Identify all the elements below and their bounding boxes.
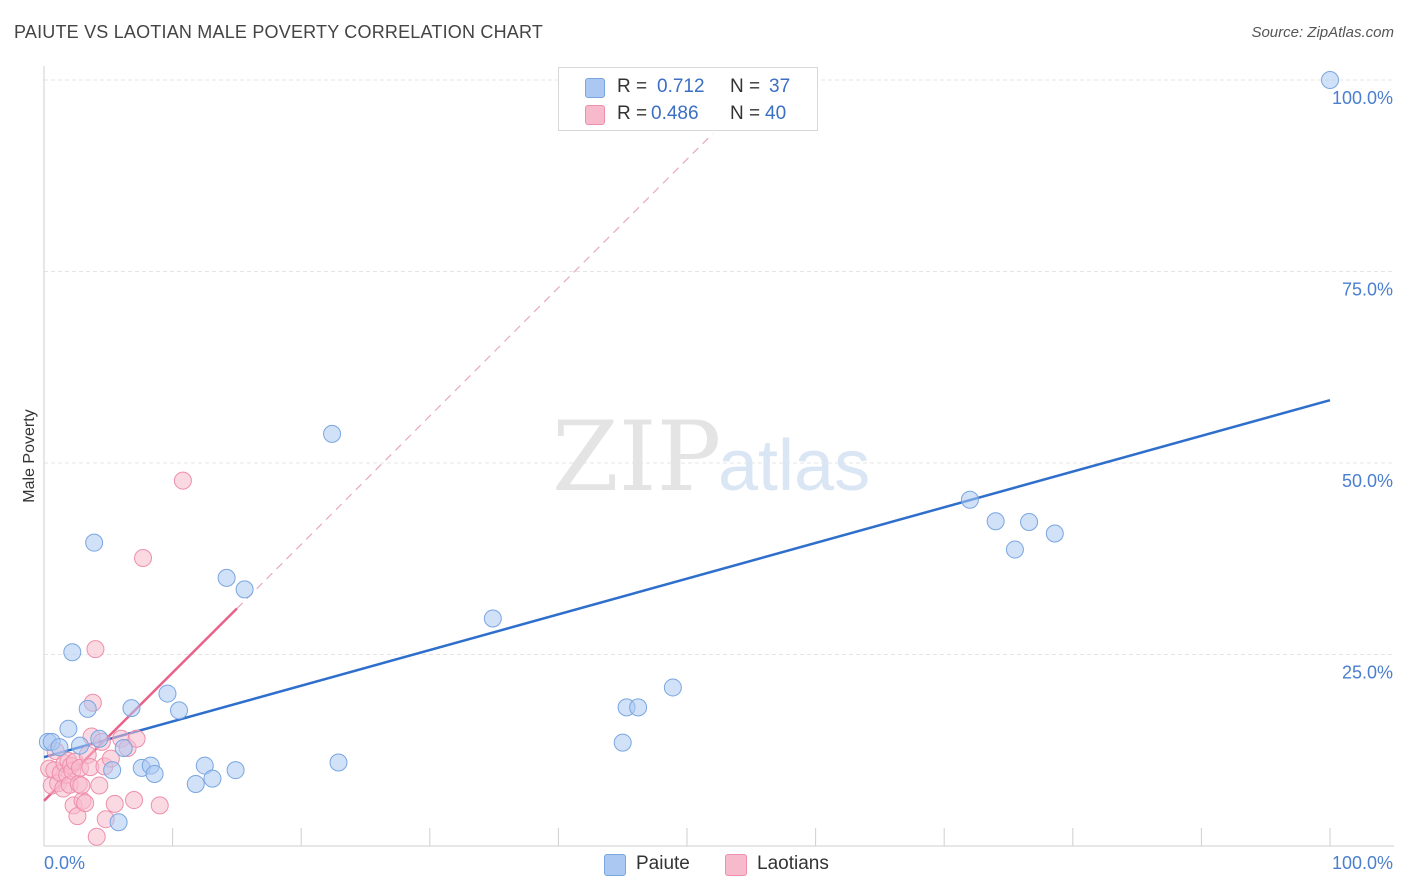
laotians-point xyxy=(72,776,91,795)
laotians-trend-extension xyxy=(236,133,714,609)
paiute-point xyxy=(114,738,133,757)
paiute-point xyxy=(85,533,104,552)
paiute-point xyxy=(63,643,82,662)
legend-r-value-paiute: 0.712 xyxy=(657,76,705,97)
y-axis-label: Male Poverty xyxy=(21,409,38,502)
legend-r-value-laotians: 0.486 xyxy=(651,103,699,124)
legend-n-value-laotians: 40 xyxy=(765,103,787,124)
paiute-point xyxy=(986,512,1005,531)
y-tick-label: 75.0% xyxy=(1342,280,1393,300)
paiute-point xyxy=(960,490,979,509)
watermark-atlas: atlas xyxy=(718,426,870,506)
paiute-point xyxy=(122,699,141,718)
legend-swatch-paiute xyxy=(585,78,605,98)
paiute-point xyxy=(629,698,648,717)
paiute-point xyxy=(59,719,78,738)
laotians-point xyxy=(127,729,146,748)
paiute-point xyxy=(329,753,348,772)
paiute-point xyxy=(203,769,222,788)
legend-n-label: N = xyxy=(730,103,761,124)
paiute-point xyxy=(323,424,342,443)
laotians-point xyxy=(134,548,153,567)
legend-r-label: R = xyxy=(617,103,648,124)
watermark: ZIP atlas xyxy=(552,401,870,513)
paiute-point xyxy=(109,813,128,832)
chart-title: PAIUTE VS LAOTIAN MALE POVERTY CORRELATI… xyxy=(14,22,544,42)
y-tick-label: 100.0% xyxy=(1332,88,1393,108)
axis-layer: 25.0% 50.0% 75.0% 100.0% 0.0% 100.0% xyxy=(43,66,1394,873)
paiute-point xyxy=(217,568,236,587)
paiute-point xyxy=(145,764,164,783)
laotians-point xyxy=(150,796,169,815)
paiute-point xyxy=(90,729,109,748)
legend-r-label: R = xyxy=(617,76,648,97)
paiute-point xyxy=(78,699,97,718)
x-tick-label: 0.0% xyxy=(44,853,85,873)
laotians-point xyxy=(87,827,106,846)
bottom-legend-label-laotians: Laotians xyxy=(757,853,829,874)
paiute-point xyxy=(663,678,682,697)
paiute-point xyxy=(71,736,90,755)
y-tick-label: 50.0% xyxy=(1342,471,1393,491)
paiute-point xyxy=(50,738,69,757)
paiute-point xyxy=(103,761,122,780)
paiute-point xyxy=(170,701,189,720)
laotians-point xyxy=(76,794,95,813)
legend-n-value-paiute: 37 xyxy=(769,76,791,97)
paiute-point xyxy=(483,609,502,628)
source-credit: Source: ZipAtlas.com xyxy=(1251,24,1394,41)
legend-box: R = 0.712 N = 37 R = 0.486 N = 40 xyxy=(558,67,818,131)
paiute-point xyxy=(1321,71,1339,89)
bottom-legend-swatch-laotians xyxy=(725,854,747,876)
points-layer xyxy=(38,71,1339,846)
grid-layer xyxy=(44,79,1394,655)
laotians-point xyxy=(90,776,109,795)
paiute-point xyxy=(1020,512,1039,531)
x-tick-label: 100.0% xyxy=(1332,853,1393,873)
laotians-point xyxy=(125,791,144,810)
bottom-legend-swatch-paiute xyxy=(604,854,626,876)
paiute-point xyxy=(235,580,254,599)
paiute-point xyxy=(158,684,177,703)
laotians-point xyxy=(105,794,124,813)
laotians-point xyxy=(173,471,192,490)
paiute-trend-line xyxy=(43,398,1331,759)
paiute-point xyxy=(226,761,245,780)
legend-swatch-laotians xyxy=(585,105,605,125)
paiute-point xyxy=(1045,524,1064,543)
legend-n-label: N = xyxy=(730,76,761,97)
bottom-legend-label-paiute: Paiute xyxy=(636,853,690,874)
paiute-point xyxy=(186,774,205,793)
y-tick-label: 25.0% xyxy=(1342,663,1393,683)
laotians-point xyxy=(86,640,105,659)
paiute-point xyxy=(613,733,632,752)
paiute-point xyxy=(1005,540,1024,559)
watermark-zip: ZIP xyxy=(552,401,721,513)
